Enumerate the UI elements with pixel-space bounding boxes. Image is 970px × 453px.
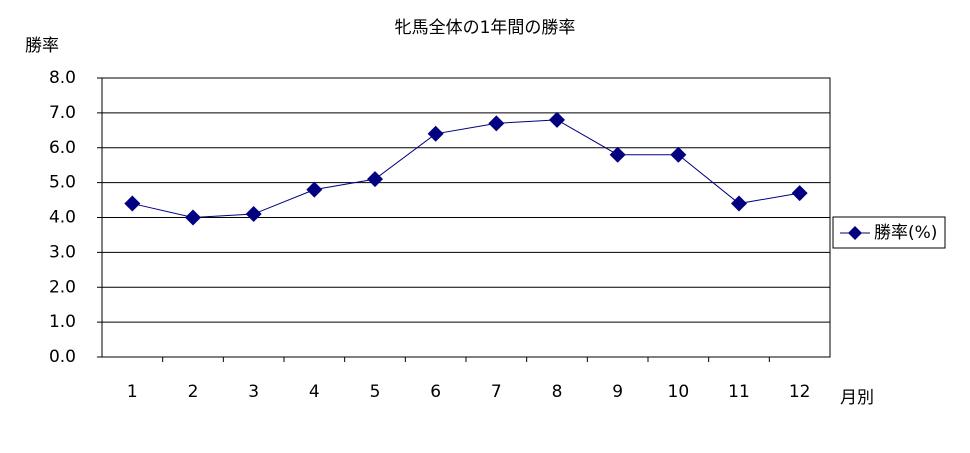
x-tick-label: 9 (612, 382, 623, 402)
y-tick-label: 7.0 (49, 103, 76, 123)
point (124, 195, 141, 212)
y-tick-label: 0.0 (49, 347, 76, 367)
x-tick-label: 3 (248, 382, 259, 402)
point (731, 195, 747, 212)
point (427, 125, 444, 142)
point (306, 181, 323, 198)
point (549, 111, 565, 128)
x-tick-label: 7 (491, 382, 502, 402)
series-line (132, 119, 800, 219)
x-tick-label: 8 (552, 382, 563, 402)
x-axis-label: 月別 (840, 388, 874, 408)
point (791, 185, 808, 202)
chart-title: 牝馬全体の1年間の勝率 (395, 18, 576, 38)
y-tick-label: 1.0 (49, 312, 76, 332)
point (185, 209, 201, 226)
x-tick-label: 5 (370, 382, 381, 402)
x-tick-label: 12 (789, 382, 811, 402)
legend-marker (848, 226, 862, 240)
legend-label: 勝率(%) (874, 223, 937, 243)
x-tick-label: 4 (309, 382, 320, 402)
point (488, 115, 505, 132)
y-tick-label: 5.0 (49, 173, 76, 193)
x-tick-label: 1 (127, 382, 138, 402)
y-tick-label: 6.0 (49, 138, 76, 158)
x-tick-label: 2 (188, 382, 199, 402)
x-tick-label: 10 (668, 382, 690, 402)
x-tick-label: 6 (430, 382, 441, 402)
point (609, 146, 626, 163)
x-tick-label: 11 (728, 382, 750, 402)
y-tick-label: 2.0 (49, 277, 76, 297)
y-tick-label: 8.0 (49, 68, 76, 88)
y-tick-label: 3.0 (49, 242, 76, 262)
point (670, 146, 687, 163)
point (367, 171, 383, 188)
point (245, 206, 262, 223)
y-axis-label: 勝率 (25, 36, 59, 56)
y-tick-label: 4.0 (49, 208, 76, 228)
